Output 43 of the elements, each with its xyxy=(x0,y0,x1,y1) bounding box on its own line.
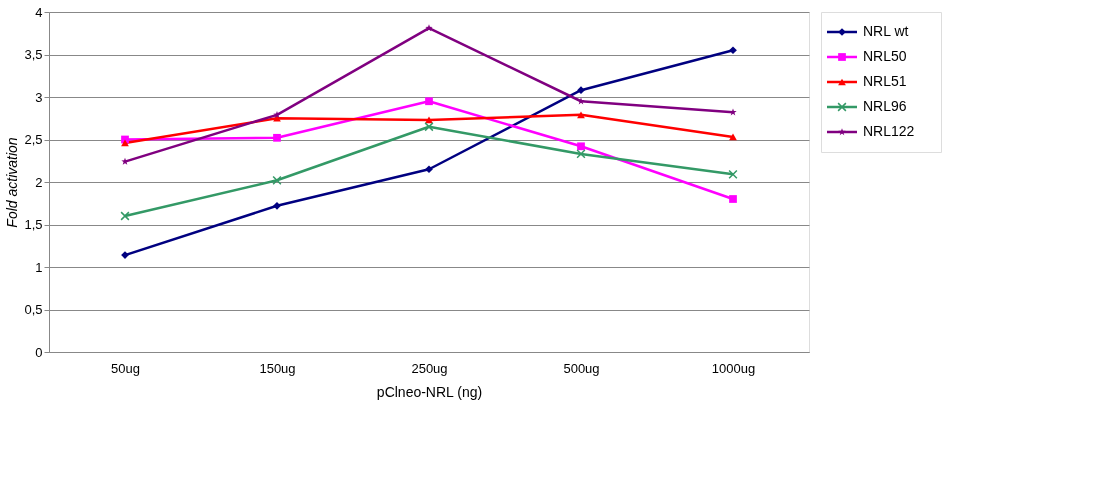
y-tick-label: 4 xyxy=(35,4,43,20)
point xyxy=(729,108,737,116)
y-tick-label: 2,5 xyxy=(24,132,43,147)
point xyxy=(425,165,433,174)
point xyxy=(424,122,434,132)
point xyxy=(273,201,281,210)
y-tick-label: 1 xyxy=(35,259,43,275)
point xyxy=(576,149,586,159)
x-tick-label: 150ug xyxy=(259,360,296,376)
y-tick-label: 3 xyxy=(35,89,43,105)
y-tick-label: 0,5 xyxy=(24,302,43,317)
y-tick-label: 2 xyxy=(35,174,43,190)
y-tick-label: 0 xyxy=(35,344,43,360)
point xyxy=(728,169,738,179)
point xyxy=(121,139,129,147)
legend-label: NRL wt xyxy=(863,23,909,39)
point xyxy=(577,97,585,105)
point xyxy=(577,86,585,95)
point xyxy=(577,142,585,151)
point xyxy=(121,157,129,165)
point xyxy=(425,24,433,32)
x-axis-title: pClneo-NRL (ng) xyxy=(376,383,483,400)
legend-label: NRL50 xyxy=(863,48,907,64)
legend-label: NRL122 xyxy=(863,123,915,139)
x-tick-label: 250ug xyxy=(411,360,448,376)
point xyxy=(120,211,130,221)
y-axis-title: Fold activation xyxy=(4,137,21,228)
point xyxy=(425,97,433,106)
x-tick-label: 500ug xyxy=(563,360,600,376)
point xyxy=(425,116,433,124)
legend-label: NRL96 xyxy=(863,98,907,114)
y-tick-label: 3,5 xyxy=(24,47,43,62)
x-tick-label: 1000ug xyxy=(711,360,756,376)
point xyxy=(272,175,282,185)
point xyxy=(273,110,281,118)
point xyxy=(273,133,281,142)
point xyxy=(729,46,737,55)
point xyxy=(729,133,737,141)
legend-label: NRL51 xyxy=(863,73,907,89)
point xyxy=(577,111,585,119)
y-tick-label: 1,5 xyxy=(24,217,43,232)
point xyxy=(729,195,737,203)
x-tick-label: 50ug xyxy=(111,360,140,376)
